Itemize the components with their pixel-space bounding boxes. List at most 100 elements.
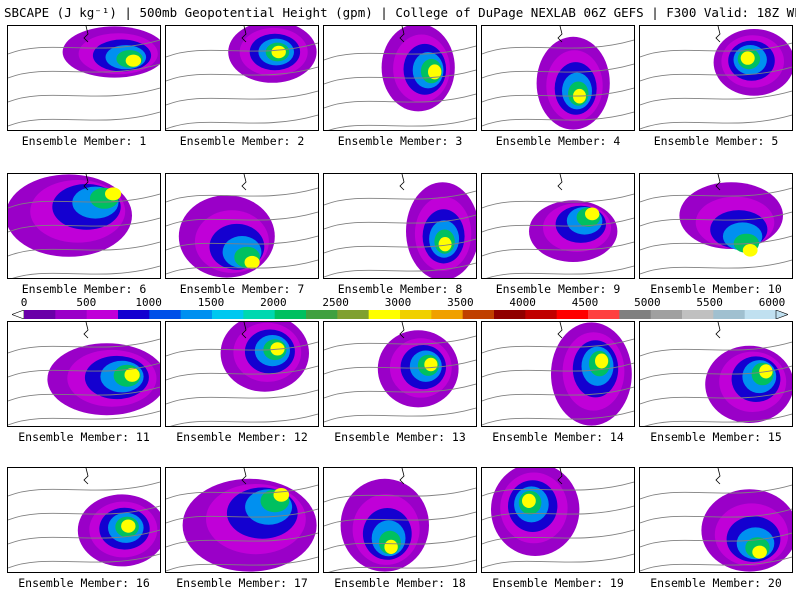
ensemble-map-panel	[639, 25, 793, 131]
sbcape-map-member-16-icon	[8, 468, 160, 569]
ensemble-member-label: Ensemble Member: 11	[18, 430, 150, 444]
colorbar-tick-label: 5000	[634, 296, 661, 309]
ensemble-map-panel	[323, 25, 477, 131]
sbcape-map-member-5-icon	[640, 26, 792, 130]
colorbar-segment	[337, 310, 370, 319]
colorbar-segment	[494, 310, 526, 319]
ensemble-map-panel	[481, 467, 635, 573]
colorbar-tick-label: 1000	[135, 296, 162, 309]
sbcape-map-member-19-icon	[482, 468, 634, 569]
colorbar-segment	[400, 310, 432, 319]
ensemble-member-label: Ensemble Member: 9	[495, 282, 621, 296]
ensemble-map-panel	[481, 173, 635, 279]
colorbar-segment	[525, 310, 558, 319]
sbcape-map-member-1-icon	[8, 26, 160, 127]
ensemble-member-label: Ensemble Member: 5	[653, 134, 779, 148]
ensemble-member-label: Ensemble Member: 13	[334, 430, 466, 444]
sbcape-map-member-7-icon	[166, 174, 318, 278]
ensemble-map-panel	[639, 321, 793, 427]
ensemble-map-panel	[481, 25, 635, 131]
colorbar-segment	[744, 310, 777, 319]
ensemble-member-label: Ensemble Member: 2	[179, 134, 305, 148]
ensemble-member-label: Ensemble Member: 10	[650, 282, 782, 296]
colorbar-segment	[149, 310, 182, 319]
colorbar-segment	[86, 310, 119, 319]
ensemble-map-panel	[7, 25, 161, 131]
ensemble-map-panel	[323, 467, 477, 573]
sbcape-map-member-18-icon	[324, 468, 476, 572]
colorbar-segment	[212, 310, 244, 319]
ensemble-map-panel	[639, 467, 793, 573]
ensemble-member-label: Ensemble Member: 6	[21, 282, 147, 296]
ensemble-member-label: Ensemble Member: 16	[18, 576, 150, 590]
ensemble-member-label: Ensemble Member: 1	[21, 134, 147, 148]
ensemble-map-panel	[323, 321, 477, 427]
ensemble-member-label: Ensemble Member: 4	[495, 134, 621, 148]
ensemble-map-panel	[323, 173, 477, 279]
colorbar-tick-label: 4000	[509, 296, 536, 309]
colorbar-segment	[713, 310, 746, 319]
colorbar-segment	[431, 310, 464, 319]
ensemble-map-panel	[639, 173, 793, 279]
ensemble-map-panel	[7, 321, 161, 427]
sbcape-map-member-4-icon	[482, 26, 634, 130]
sbcape-map-member-13-icon	[324, 322, 476, 423]
colorbar-segment	[588, 310, 620, 319]
sbcape-map-member-8-icon	[324, 174, 476, 278]
ensemble-member-label: Ensemble Member: 18	[334, 576, 466, 590]
colorbar-segment	[368, 310, 401, 319]
colorbar-segment	[682, 310, 714, 319]
ensemble-map-panel	[165, 173, 319, 279]
ensemble-member-label: Ensemble Member: 12	[176, 430, 308, 444]
colorbar-tick-label: 2000	[260, 296, 287, 309]
sbcape-colorbar	[12, 310, 788, 319]
sbcape-map-member-20-icon	[640, 468, 792, 572]
sbcape-map-member-10-icon	[640, 174, 792, 275]
sbcape-map-member-11-icon	[8, 322, 160, 426]
ensemble-map-panel	[481, 321, 635, 427]
colorbar-segment	[24, 310, 56, 319]
ensemble-map-panel	[165, 467, 319, 573]
sbcape-map-member-9-icon	[482, 174, 634, 278]
colorbar-tick-label: 2500	[322, 296, 349, 309]
sbcape-map-member-2-icon	[166, 26, 318, 130]
colorbar-tick-label: 3500	[447, 296, 474, 309]
ensemble-member-label: Ensemble Member: 17	[176, 576, 308, 590]
colorbar-segment	[118, 310, 150, 319]
colorbar-segment	[180, 310, 213, 319]
ensemble-member-label: Ensemble Member: 8	[337, 282, 463, 296]
ensemble-member-label: Ensemble Member: 20	[650, 576, 782, 590]
ensemble-member-label: Ensemble Member: 19	[492, 576, 624, 590]
sbcape-map-member-3-icon	[324, 26, 476, 130]
ensemble-map-panel	[165, 321, 319, 427]
colorbar-tick-label: 3000	[384, 296, 412, 309]
ensemble-map-panel	[7, 173, 161, 279]
colorbar-segment	[650, 310, 683, 319]
colorbar-segment	[306, 310, 338, 319]
colorbar-segment	[243, 310, 276, 319]
map-title: SBCAPE (J kg⁻¹) | 500mb Geopotential Hei…	[4, 5, 796, 20]
colorbar-tick-label: 0	[20, 296, 28, 309]
ensemble-map-panel	[165, 25, 319, 131]
colorbar-segment	[619, 310, 652, 319]
colorbar-tick-label: 6000	[758, 296, 786, 309]
ensemble-member-label: Ensemble Member: 7	[179, 282, 305, 296]
colorbar-tick-label: 500	[76, 296, 97, 309]
colorbar-segment	[274, 310, 307, 319]
colorbar-tick-label: 5500	[696, 296, 723, 309]
colorbar-tick-label: 1500	[197, 296, 225, 309]
sbcape-map-member-17-icon	[166, 468, 318, 572]
sbcape-map-member-12-icon	[166, 322, 318, 426]
ensemble-member-label: Ensemble Member: 3	[337, 134, 463, 148]
sbcape-map-member-6-icon	[8, 174, 160, 278]
sbcape-map-member-15-icon	[640, 322, 792, 426]
ensemble-map-panel	[7, 467, 161, 573]
colorbar-segment	[462, 310, 495, 319]
colorbar-min-arrow	[12, 310, 25, 319]
ensemble-member-label: Ensemble Member: 14	[492, 430, 624, 444]
colorbar-segment	[55, 310, 88, 319]
ensemble-member-label: Ensemble Member: 15	[650, 430, 782, 444]
colorbar-segment	[556, 310, 589, 319]
sbcape-map-member-14-icon	[482, 322, 634, 426]
colorbar-max-arrow	[775, 310, 788, 319]
